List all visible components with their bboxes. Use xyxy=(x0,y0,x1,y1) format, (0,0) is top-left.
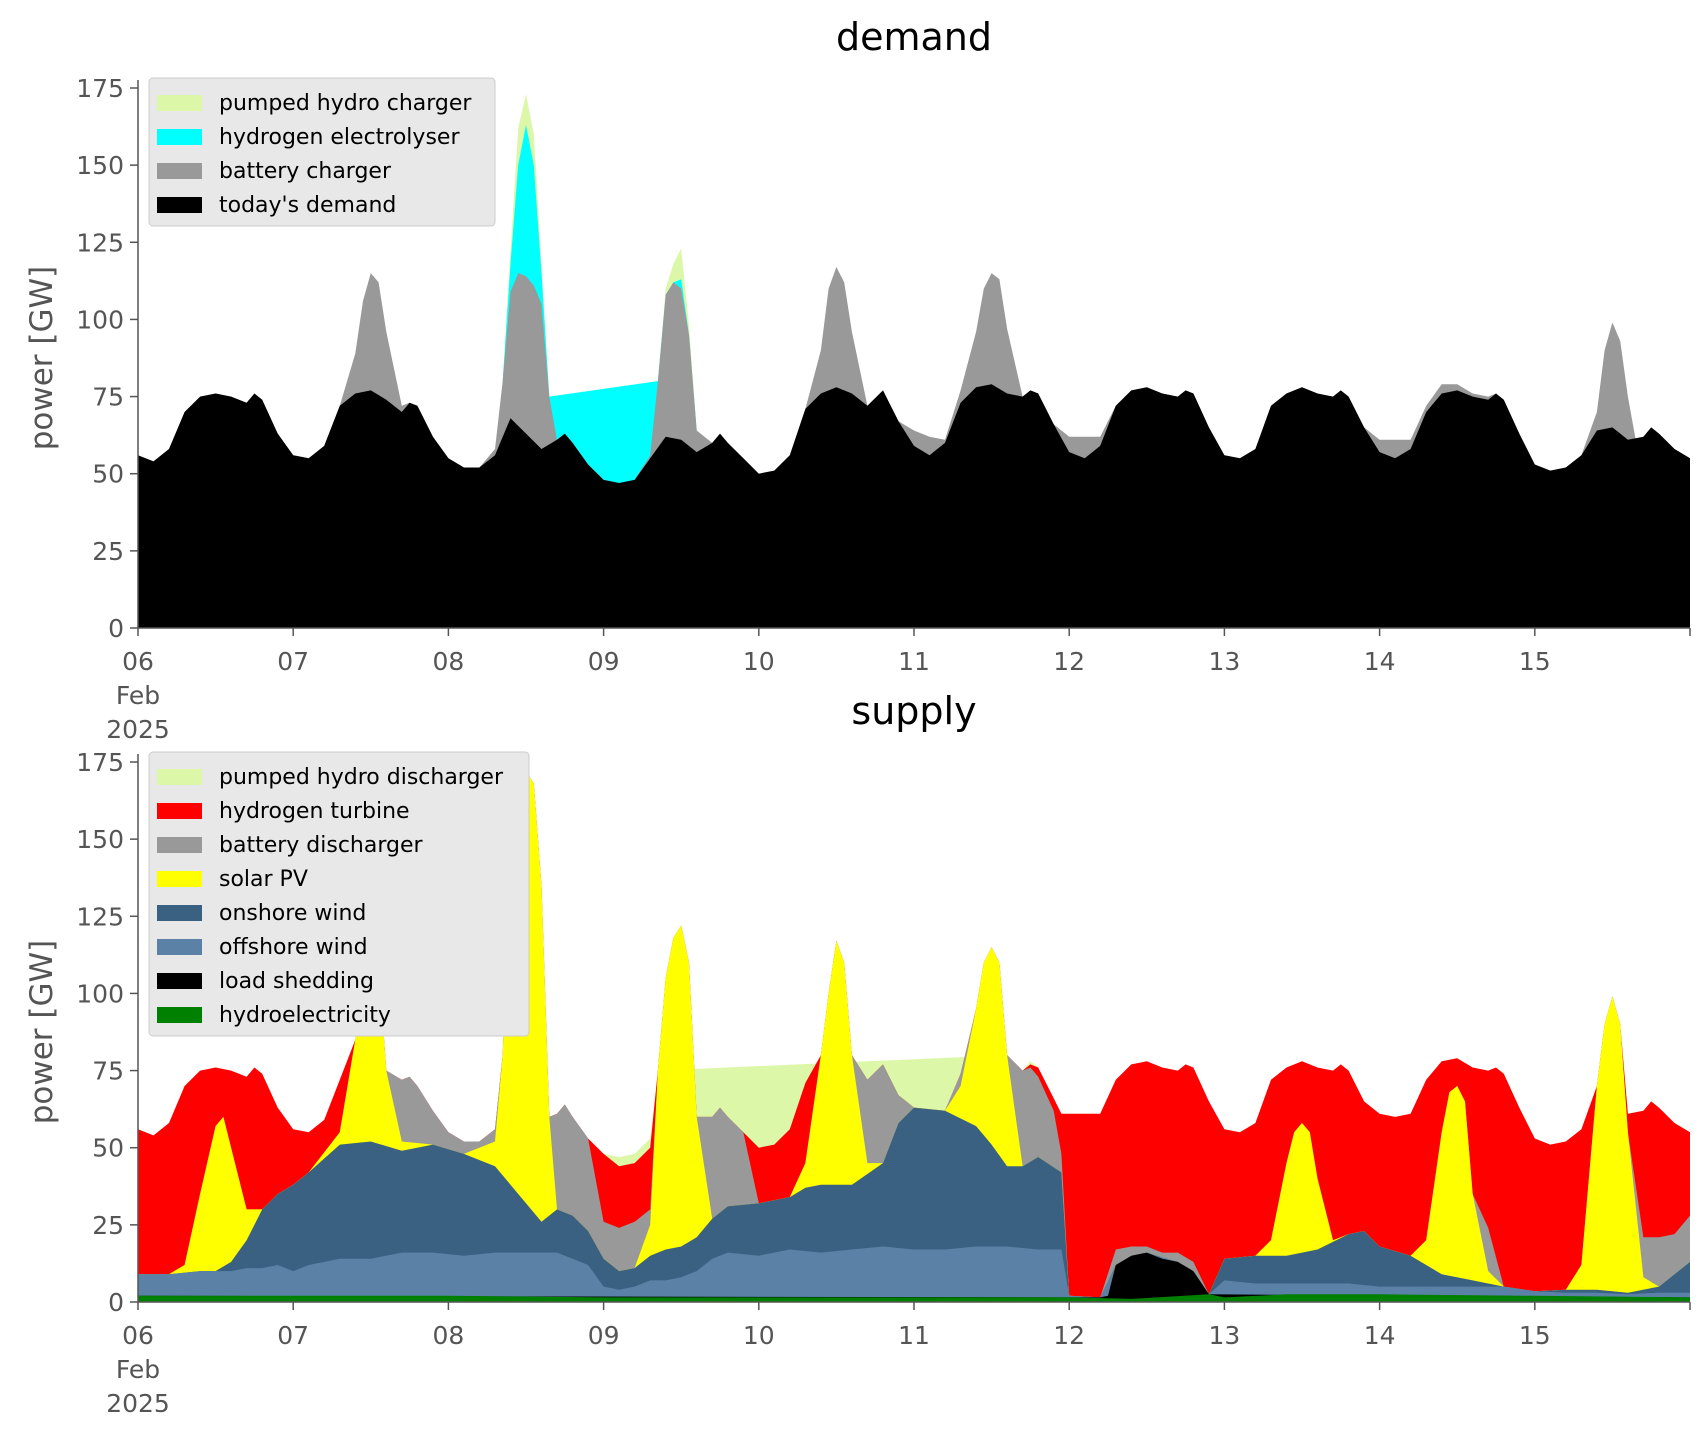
x-tick-label: 14 xyxy=(1364,647,1396,676)
area-hydroelectricity xyxy=(138,1294,1690,1302)
y-tick-label: 0 xyxy=(108,1288,124,1317)
legend-swatch xyxy=(157,973,202,989)
y-tick-label: 25 xyxy=(92,537,124,566)
x-tick-label: 08 xyxy=(432,1321,464,1350)
legend-swatch xyxy=(157,95,202,111)
legend-label: battery discharger xyxy=(219,833,424,858)
y-tick-label: 150 xyxy=(76,825,124,854)
legend-label: solar PV xyxy=(219,867,308,892)
x-tick-label: 12 xyxy=(1053,647,1085,676)
x-tick-label: 07 xyxy=(277,1321,309,1350)
area-today-s-demand xyxy=(138,384,1690,628)
legend: pumped hydro discharger hydrogen turbine b… xyxy=(148,751,530,1037)
y-tick-label: 175 xyxy=(76,748,124,777)
x-tick-label: 09 xyxy=(588,1321,620,1350)
legend-label: onshore wind xyxy=(219,901,366,926)
x-tick-sublabel: 2025 xyxy=(106,715,170,744)
y-tick-label: 100 xyxy=(76,979,124,1008)
legend-label: today's demand xyxy=(219,193,396,218)
legend-label: pumped hydro discharger xyxy=(219,765,504,790)
chart-title: supply xyxy=(851,689,976,733)
chart-panel-demand: demand power [GW] 0 25 50 75 100 125 150 175 06 Feb… xyxy=(24,15,1691,744)
y-axis-label: power [GW] xyxy=(24,266,60,451)
x-tick-label: 08 xyxy=(432,647,464,676)
x-tick-sublabel: Feb xyxy=(116,1355,160,1384)
y-tick-label: 50 xyxy=(92,460,124,489)
y-tick-label: 100 xyxy=(76,305,124,334)
x-tick-label: 13 xyxy=(1208,647,1240,676)
x-tick-label: 07 xyxy=(277,647,309,676)
legend-label: hydrogen turbine xyxy=(219,799,410,824)
y-tick-label: 50 xyxy=(92,1134,124,1163)
x-tick-label: 10 xyxy=(743,647,775,676)
x-tick-label: 11 xyxy=(898,647,930,676)
legend: pumped hydro charger hydrogen electrolyse… xyxy=(148,77,496,227)
y-tick-label: 150 xyxy=(76,151,124,180)
legend-swatch xyxy=(157,837,202,853)
legend-swatch xyxy=(157,129,202,145)
legend-label: offshore wind xyxy=(219,935,368,960)
y-tick-label: 125 xyxy=(76,902,124,931)
legend-swatch xyxy=(157,905,202,921)
chart-title: demand xyxy=(836,15,992,59)
legend-swatch xyxy=(157,197,202,213)
x-tick-label: 06 xyxy=(122,647,154,676)
x-tick-label: 13 xyxy=(1208,1321,1240,1350)
x-tick-label: 10 xyxy=(743,1321,775,1350)
legend-label: load shedding xyxy=(219,969,374,994)
x-tick-label: 15 xyxy=(1519,1321,1551,1350)
y-tick-label: 0 xyxy=(108,614,124,643)
x-tick-sublabel: 2025 xyxy=(106,1389,170,1418)
chart-panel-supply: supply power [GW] 0 25 50 75 100 125 150 175 06 Feb… xyxy=(24,689,1691,1418)
y-tick-label: 75 xyxy=(92,1057,124,1086)
x-tick-sublabel: Feb xyxy=(116,681,160,710)
area-offshore-wind xyxy=(138,1246,1690,1302)
x-tick-label: 15 xyxy=(1519,647,1551,676)
legend-swatch xyxy=(157,803,202,819)
x-tick-label: 06 xyxy=(122,1321,154,1350)
legend-swatch xyxy=(157,1007,202,1023)
x-tick-label: 12 xyxy=(1053,1321,1085,1350)
y-tick-label: 25 xyxy=(92,1211,124,1240)
y-tick-label: 125 xyxy=(76,228,124,257)
legend-swatch xyxy=(157,163,202,179)
legend-swatch xyxy=(157,871,202,887)
x-tick-label: 14 xyxy=(1364,1321,1396,1350)
legend-label: battery charger xyxy=(219,159,392,184)
legend-swatch xyxy=(157,769,202,785)
legend-box xyxy=(148,77,496,227)
legend-label: hydroelectricity xyxy=(219,1003,391,1028)
y-tick-label: 75 xyxy=(92,383,124,412)
x-tick-label: 11 xyxy=(898,1321,930,1350)
legend-label: pumped hydro charger xyxy=(219,91,472,116)
y-tick-label: 175 xyxy=(76,74,124,103)
legend-swatch xyxy=(157,939,202,955)
legend-box xyxy=(148,751,530,1037)
y-axis-label: power [GW] xyxy=(24,940,60,1125)
x-tick-label: 09 xyxy=(588,647,620,676)
legend-label: hydrogen electrolyser xyxy=(219,125,460,150)
